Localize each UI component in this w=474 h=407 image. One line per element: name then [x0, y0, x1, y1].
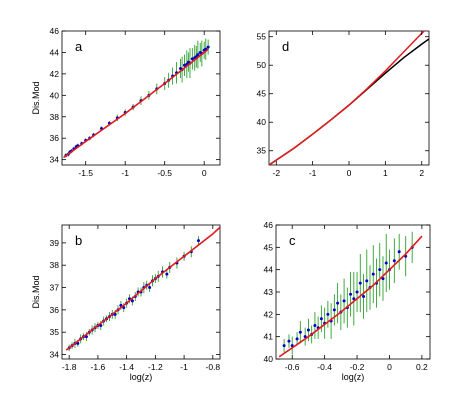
y-tick-label: 37: [50, 283, 60, 293]
data-point: [381, 277, 385, 281]
data-point: [196, 239, 200, 243]
panel-c: -0.6 -0.4 -0.2 0 0.2 40 41 42 43 44 45 46 c log(z): [264, 220, 431, 382]
y-tick-label: 36: [50, 305, 60, 315]
panel-label: d: [282, 39, 289, 54]
data-point: [148, 286, 152, 290]
x-tick-label: -1.8: [62, 362, 77, 372]
data-point: [378, 268, 382, 272]
x-tick-label: -0.5: [157, 168, 172, 178]
y-tick-label: 46: [50, 26, 60, 36]
y-tick-label: 44: [264, 265, 274, 275]
data-point: [196, 53, 200, 57]
x-tick-label: -0.8: [205, 362, 220, 372]
data-point: [298, 330, 302, 334]
x-tick-label: 0: [202, 168, 207, 178]
x-tick-label: -1: [180, 362, 188, 372]
x-tick-label: -1.4: [119, 362, 134, 372]
plot-area: [278, 231, 423, 358]
x-tick-label: -0.6: [285, 362, 300, 372]
y-tick-label: 41: [264, 332, 274, 342]
data-point: [349, 292, 353, 296]
x-axis-title: log(z): [342, 372, 365, 382]
data-point: [182, 63, 186, 67]
x-tick-label: 1: [383, 168, 388, 178]
x-axis-title: log(z): [130, 372, 153, 382]
plot-area: [63, 38, 210, 159]
y-tick-label: 34: [50, 155, 60, 165]
x-tick-label: -0.2: [350, 362, 365, 372]
data-point: [165, 272, 169, 276]
panel-b: -1.8 -1.6 -1.4 -1.2 -1 -0.8 34 35 36 37 38 39 b Dis.M…: [31, 224, 220, 382]
y-tick-label: 35: [257, 146, 267, 156]
data-point: [358, 281, 362, 285]
y-tick-label: 40: [264, 354, 274, 364]
y-tick-label: 36: [50, 133, 60, 143]
model-line-red: [278, 235, 423, 358]
data-point: [336, 301, 340, 305]
y-tick-label: 43: [264, 287, 274, 297]
data-point: [397, 250, 401, 254]
data-point: [355, 290, 359, 294]
series-line-2: [269, 31, 426, 165]
y-axis-title: Dis.Mod: [31, 81, 41, 114]
y-tick-label: 38: [50, 112, 60, 122]
data-point: [365, 279, 369, 283]
x-tick-label: -1.5: [78, 168, 93, 178]
y-tick-label: 42: [50, 69, 60, 79]
data-point: [319, 317, 323, 321]
data-point: [287, 339, 291, 343]
data-point: [295, 337, 299, 341]
data-point: [332, 308, 336, 312]
data-point: [130, 299, 134, 303]
y-axis-title: Dis.Mod: [31, 275, 41, 308]
y-tick-label: 34: [50, 350, 60, 360]
y-tick-label: 40: [257, 117, 267, 127]
data-point: [342, 299, 346, 303]
x-tick-label: 0: [347, 168, 352, 178]
x-tick-label: -0.4: [317, 362, 332, 372]
data-point: [352, 297, 356, 301]
panel-label: b: [75, 233, 82, 248]
plot-frame: [275, 224, 431, 360]
y-tick-label: 35: [50, 327, 60, 337]
x-tick-label: -2: [272, 168, 280, 178]
y-tick-label: 50: [257, 60, 267, 70]
data-point: [190, 57, 194, 61]
y-tick-label: 40: [50, 90, 60, 100]
panel-label: a: [75, 39, 83, 54]
x-tick-label: -1.2: [148, 362, 163, 372]
data-point: [206, 45, 210, 49]
panel-d: -2 -1 0 1 2 35 40 45 50 55 d: [257, 30, 430, 178]
data-point: [282, 344, 286, 348]
y-tick-label: 42: [264, 309, 274, 319]
y-tick-label: 39: [50, 238, 60, 248]
x-tick-label: -1: [309, 168, 317, 178]
y-tick-label: 44: [50, 47, 60, 57]
data-point: [384, 261, 388, 265]
x-tick-label: 0: [387, 362, 392, 372]
data-point: [326, 312, 330, 316]
data-point: [371, 272, 375, 276]
y-tick-label: 45: [257, 89, 267, 99]
y-tick-label: 55: [257, 32, 267, 42]
x-tick-label: -1.6: [91, 362, 106, 372]
data-point: [392, 259, 396, 263]
data-point: [362, 294, 366, 298]
panel-a: -1.5 -1 -0.5 0 34 36 38 40 42 44 46 a Dis.Mod: [31, 26, 221, 178]
plot-area: [269, 31, 429, 165]
model-line-red: [63, 48, 209, 159]
y-tick-label: 46: [264, 220, 274, 230]
plot-area: [65, 226, 220, 352]
y-tick-label: 45: [264, 242, 274, 252]
panel-label: c: [289, 233, 296, 248]
y-tick-label: 38: [50, 260, 60, 270]
data-point: [313, 324, 317, 327]
x-tick-label: 2: [419, 168, 424, 178]
x-tick-label: 0.2: [416, 362, 428, 372]
x-tick-label: -1: [121, 168, 129, 178]
data-point: [306, 328, 310, 332]
model-line-red: [65, 226, 220, 351]
